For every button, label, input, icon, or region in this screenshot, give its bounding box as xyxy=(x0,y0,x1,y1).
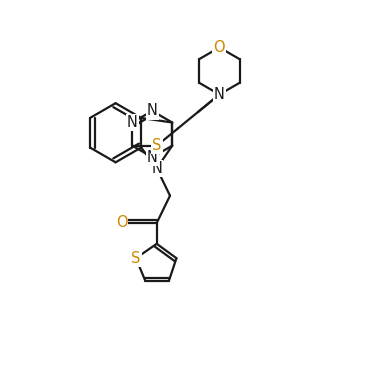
Text: N: N xyxy=(147,103,158,118)
Text: S: S xyxy=(152,138,161,153)
Text: N: N xyxy=(151,161,162,176)
Text: O: O xyxy=(116,216,127,231)
Text: N: N xyxy=(127,115,138,130)
Text: O: O xyxy=(214,40,225,55)
Text: N: N xyxy=(147,150,158,165)
Text: N: N xyxy=(214,87,225,102)
Text: S: S xyxy=(131,251,141,266)
